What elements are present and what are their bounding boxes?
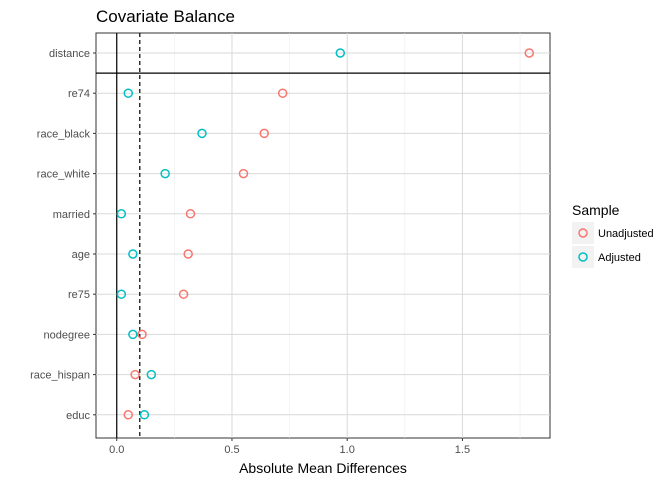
x-gridlines xyxy=(116,33,521,438)
point-adjusted-nodegree xyxy=(128,329,138,340)
y-tick-label: age xyxy=(72,249,90,261)
y-tick-label: educ xyxy=(66,410,90,422)
point-unadjusted-race-white xyxy=(238,168,249,179)
point-adjusted-race-black xyxy=(197,128,207,139)
x-axis-tick-labels: 0.0 0.5 1.0 1.5 xyxy=(109,438,470,456)
x-tick-label: 0.5 xyxy=(224,444,239,456)
data-points xyxy=(116,48,535,420)
point-unadjusted-re75 xyxy=(178,289,189,299)
legend-key-adjusted xyxy=(578,252,588,262)
x-axis-label: Absolute Mean Differences xyxy=(239,460,407,476)
x-tick-label: 1.0 xyxy=(340,444,355,456)
point-unadjusted-married xyxy=(185,209,196,219)
legend-key-unadjusted xyxy=(578,228,588,238)
legend-key-bg xyxy=(572,246,594,268)
chart-title: Covariate Balance xyxy=(96,7,235,26)
point-adjusted-re74 xyxy=(123,88,134,98)
y-tick-label: re75 xyxy=(68,289,90,301)
plot-panel xyxy=(95,32,551,439)
point-adjusted-married xyxy=(116,209,127,219)
point-unadjusted-nodegree xyxy=(137,329,147,340)
point-unadjusted-race-black xyxy=(259,128,269,139)
point-adjusted-age xyxy=(128,249,138,259)
y-tick-label: distance xyxy=(49,48,90,60)
point-unadjusted-educ xyxy=(123,410,134,420)
point-adjusted-educ xyxy=(139,410,150,420)
point-unadjusted-distance xyxy=(524,48,535,58)
x-tick-label: 0.0 xyxy=(109,444,124,456)
legend-title: Sample xyxy=(572,202,620,218)
y-tick-label: married xyxy=(53,209,90,221)
legend-key-bg xyxy=(572,222,594,244)
x-tick-label: 1.5 xyxy=(455,444,470,456)
y-tick-label: nodegree xyxy=(44,329,91,341)
y-tick-label: race_hispan xyxy=(30,370,90,382)
point-adjusted-race-white xyxy=(160,168,170,179)
y-tick-label: race_white xyxy=(37,169,90,181)
point-unadjusted-re74 xyxy=(277,88,288,98)
reference-lines xyxy=(96,33,550,438)
legend-label-adjusted: Adjusted xyxy=(598,252,641,264)
y-gridlines xyxy=(96,52,550,416)
point-adjusted-race-hispan xyxy=(146,369,157,380)
point-unadjusted-race-hispan xyxy=(130,369,140,380)
y-tick-label: re74 xyxy=(68,88,90,100)
legend-label-unadjusted: Unadjusted xyxy=(598,228,654,240)
point-unadjusted-age xyxy=(183,249,193,259)
point-adjusted-distance xyxy=(335,48,346,58)
y-tick-label: race_black xyxy=(37,128,91,140)
legend: Sample Unadjusted Adjusted xyxy=(572,202,654,268)
point-adjusted-re75 xyxy=(116,289,127,299)
